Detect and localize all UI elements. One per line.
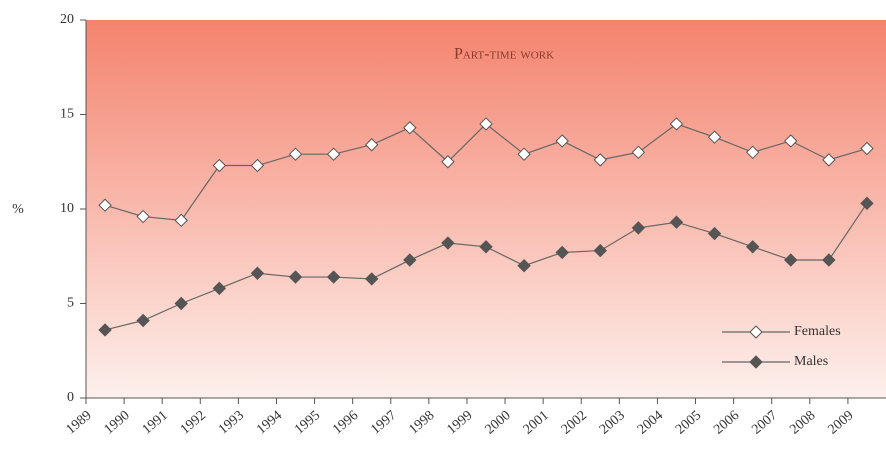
marker — [784, 134, 798, 148]
marker — [136, 313, 150, 328]
y-tick-label: 0 — [67, 390, 74, 405]
x-tick-label: 2001 — [521, 408, 552, 437]
marker — [136, 209, 150, 224]
x-tick-label: 1998 — [406, 408, 437, 437]
legend-label: Males — [794, 354, 828, 369]
marker — [822, 253, 836, 267]
marker — [250, 158, 265, 173]
marker — [593, 153, 607, 167]
marker — [441, 155, 455, 169]
marker — [631, 145, 646, 160]
x-tick-label: 1995 — [292, 408, 323, 437]
x-tick-label: 2005 — [673, 408, 704, 437]
x-tick-label: 2009 — [825, 408, 856, 437]
marker — [326, 270, 341, 284]
marker — [593, 243, 607, 258]
y-tick-label: 10 — [60, 201, 74, 216]
marker — [365, 272, 379, 286]
x-tick-label: 2000 — [483, 408, 514, 437]
marker — [174, 213, 188, 228]
x-tick-label: 1997 — [368, 408, 399, 437]
legend-marker — [749, 325, 763, 339]
x-tick-label: 1992 — [178, 408, 209, 437]
marker — [250, 266, 265, 280]
marker — [631, 221, 646, 235]
marker — [174, 296, 188, 311]
marker — [326, 147, 341, 161]
x-tick-label: 1996 — [330, 408, 361, 437]
marker — [403, 121, 417, 135]
x-tick-label: 2004 — [635, 408, 666, 437]
marker — [403, 253, 417, 267]
marker — [479, 240, 493, 254]
marker — [669, 117, 684, 131]
x-tick-label: 1999 — [445, 408, 476, 437]
marker — [707, 130, 722, 144]
marker — [441, 236, 455, 250]
marker — [669, 215, 684, 229]
marker — [212, 281, 227, 296]
marker — [860, 141, 874, 156]
marker — [98, 323, 112, 337]
y-axis-label: % — [12, 202, 24, 217]
x-tick-label: 2007 — [749, 408, 780, 437]
marker — [555, 134, 569, 148]
y-tick-label: 15 — [60, 107, 74, 122]
marker — [212, 158, 227, 173]
marker — [784, 253, 798, 267]
marker — [822, 153, 836, 167]
y-tick-label: 5 — [67, 296, 74, 311]
x-tick-label: 1994 — [254, 408, 285, 437]
marker — [365, 138, 379, 152]
marker — [555, 245, 569, 260]
y-tick-label: 20 — [60, 12, 74, 27]
marker — [860, 196, 874, 211]
plot-area — [86, 20, 886, 398]
legend-label: Females — [794, 324, 841, 339]
marker — [98, 198, 112, 212]
marker — [517, 258, 531, 273]
marker — [517, 147, 531, 161]
marker — [707, 226, 722, 241]
legend-marker — [749, 355, 763, 369]
x-tick-label: 2003 — [597, 408, 628, 437]
x-tick-label: 1991 — [140, 408, 171, 437]
x-tick-label: 1989 — [64, 408, 95, 437]
marker — [745, 240, 760, 254]
marker — [288, 270, 303, 284]
x-tick-label: 1990 — [102, 408, 133, 437]
x-tick-label: 2002 — [559, 408, 590, 437]
marker — [479, 117, 493, 131]
marker — [288, 147, 303, 161]
x-tick-label: 2006 — [711, 408, 742, 437]
marker — [745, 145, 760, 160]
x-tick-label: 1993 — [216, 408, 247, 437]
x-tick-label: 2008 — [787, 408, 818, 437]
chart-title: Part-time work — [454, 46, 554, 63]
